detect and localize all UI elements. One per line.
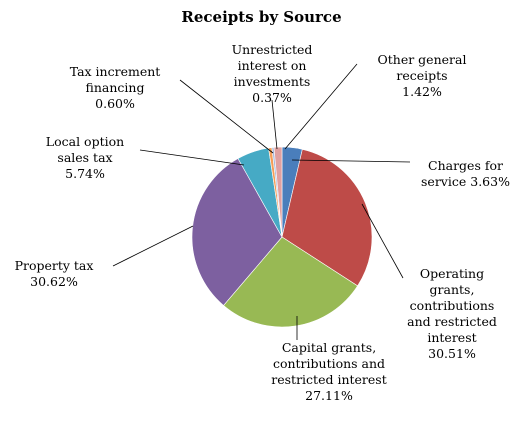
data-label: Capital grants, contributions and restri… [270, 340, 388, 404]
data-label: Tax increment financing 0.60% [55, 64, 175, 112]
data-label: Operating grants, contributions and rest… [398, 266, 506, 362]
leader-line [291, 159, 411, 163]
pie-slice [191, 158, 283, 306]
leader-line [361, 203, 404, 279]
leader-line [112, 225, 194, 267]
data-label: Local option sales tax 5.74% [30, 134, 140, 182]
label-name: Unrestricted interest on investments [231, 42, 313, 89]
pie-slice [273, 146, 283, 238]
label-value: 27.11% [305, 388, 353, 403]
leader-line [179, 79, 274, 154]
label-value: 30.62% [30, 274, 78, 289]
data-label: Unrestricted interest on investments 0.37… [208, 42, 336, 106]
label-value: 0.37% [252, 90, 292, 105]
leader-line [139, 149, 245, 166]
leader-line [271, 99, 278, 150]
pie-slice [281, 148, 373, 287]
label-name: Local option sales tax [45, 134, 125, 165]
label-value: 1.42% [402, 84, 442, 99]
label-value: 0.60% [95, 96, 135, 111]
data-label: Charges for service 3.63% [408, 158, 523, 190]
label-value: 3.63% [470, 174, 510, 189]
chart-title: Receipts by Source [181, 8, 342, 26]
label-value: 5.74% [65, 166, 105, 181]
label-name: Capital grants, contributions and restri… [271, 340, 387, 387]
pie-slice [223, 236, 358, 328]
data-label: Other general receipts 1.42% [352, 52, 492, 100]
label-name: Charges for service [421, 158, 503, 189]
label-name: Operating grants, contributions and rest… [407, 266, 497, 345]
leader-line [284, 63, 358, 150]
data-label: Property tax 30.62% [4, 258, 104, 290]
label-name: Property tax [14, 258, 94, 273]
label-name: Other general receipts [377, 52, 467, 83]
label-value: 30.51% [428, 346, 476, 361]
label-name: Tax increment financing [69, 64, 161, 95]
